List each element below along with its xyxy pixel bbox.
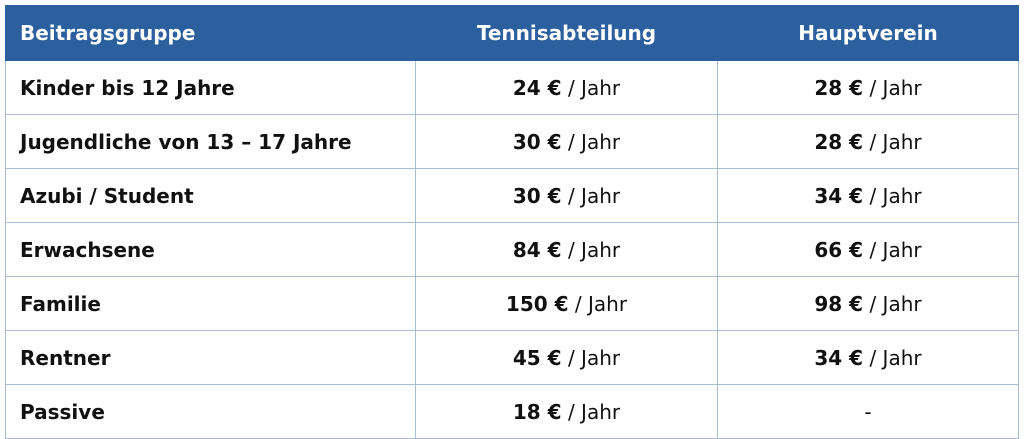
fee-cell: 24 € / Jahr <box>415 60 718 115</box>
fee-unit: / Jahr <box>567 75 621 100</box>
fee-cell: 150 € / Jahr <box>415 276 718 331</box>
fee-amount: 28 € <box>814 129 864 154</box>
fee-cell: - <box>717 384 1019 439</box>
fee-cell: 30 € / Jahr <box>415 168 718 223</box>
table-row: Rentner 45 € / Jahr 34 € / Jahr <box>5 330 1019 385</box>
fee-amount: 45 € <box>512 345 562 370</box>
fee-unit: / Jahr <box>567 345 621 370</box>
group-cell: Familie <box>5 276 416 331</box>
header-cell: Hauptverein <box>717 5 1019 61</box>
fee-cell: 84 € / Jahr <box>415 222 718 277</box>
fee-cell: 28 € / Jahr <box>717 60 1019 115</box>
fee-cell: 98 € / Jahr <box>717 276 1019 331</box>
header-cell: Beitragsgruppe <box>5 5 416 61</box>
fee-amount: 30 € <box>512 183 562 208</box>
table-row: Kinder bis 12 Jahre 24 € / Jahr 28 € / Jah… <box>5 60 1019 115</box>
fee-amount: 98 € <box>814 291 864 316</box>
fee-amount: 18 € <box>512 399 562 424</box>
fee-unit: / Jahr <box>869 345 922 370</box>
table-row: Erwachsene 84 € / Jahr 66 € / Jahr <box>5 222 1019 277</box>
group-cell: Jugendliche von 13 – 17 Jahre <box>5 114 416 169</box>
fee-cell: 28 € / Jahr <box>717 114 1019 169</box>
fee-cell: 45 € / Jahr <box>415 330 718 385</box>
table-body: Kinder bis 12 Jahre 24 € / Jahr 28 € / Jah… <box>5 60 1019 439</box>
header-cell: Tennisabteilung <box>415 5 718 61</box>
fee-unit: / Jahr <box>869 237 922 262</box>
fee-amount: 150 € <box>505 291 569 316</box>
group-cell: Azubi / Student <box>5 168 416 223</box>
fee-unit: / Jahr <box>567 183 621 208</box>
fee-amount: 30 € <box>512 129 562 154</box>
group-cell: Passive <box>5 384 416 439</box>
fee-unit: / Jahr <box>869 75 922 100</box>
fee-amount: 34 € <box>814 183 864 208</box>
fee-unit: / Jahr <box>869 291 922 316</box>
table-row: Jugendliche von 13 – 17 Jahre 30 € / Jahr… <box>5 114 1019 169</box>
fee-cell: 34 € / Jahr <box>717 168 1019 223</box>
fee-amount: 24 € <box>512 75 562 100</box>
fee-unit: / Jahr <box>574 291 628 316</box>
fee-cell: 18 € / Jahr <box>415 384 718 439</box>
group-cell: Erwachsene <box>5 222 416 277</box>
fee-amount: 66 € <box>814 237 864 262</box>
table-row: Passive 18 € / Jahr - <box>5 384 1019 439</box>
fee-cell: 66 € / Jahr <box>717 222 1019 277</box>
fee-amount: 34 € <box>814 345 864 370</box>
group-cell: Rentner <box>5 330 416 385</box>
table-row: Familie 150 € / Jahr 98 € / Jahr <box>5 276 1019 331</box>
table-row: Azubi / Student 30 € / Jahr 34 € / Jahr <box>5 168 1019 223</box>
fee-unit: / Jahr <box>869 183 922 208</box>
fee-cell: 30 € / Jahr <box>415 114 718 169</box>
fee-cell: 34 € / Jahr <box>717 330 1019 385</box>
group-cell: Kinder bis 12 Jahre <box>5 60 416 115</box>
fee-amount: 84 € <box>512 237 562 262</box>
fee-unit: / Jahr <box>567 237 621 262</box>
header-row: Beitragsgruppe Tennisabteilung Hauptverein <box>5 5 1019 61</box>
fee-unit: / Jahr <box>567 129 621 154</box>
fee-unit: / Jahr <box>869 129 922 154</box>
fee-table: Beitragsgruppe Tennisabteilung Hauptverein… <box>5 5 1019 439</box>
fee-unit: / Jahr <box>567 399 621 424</box>
fee-amount: 28 € <box>814 75 864 100</box>
